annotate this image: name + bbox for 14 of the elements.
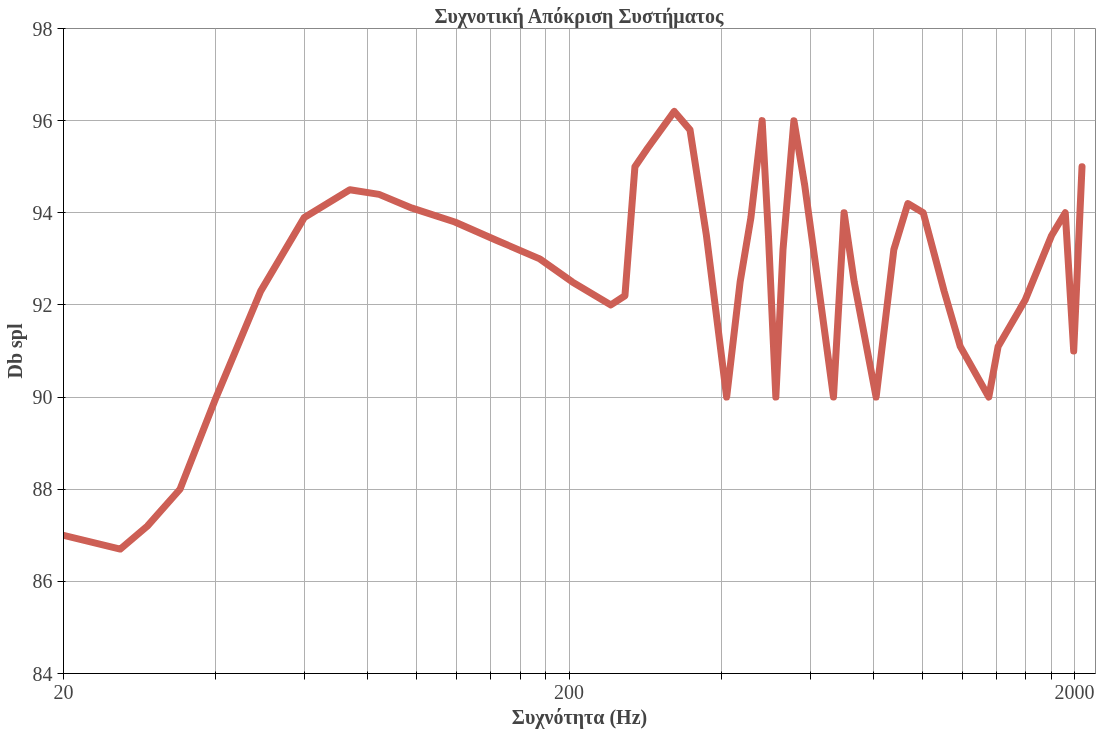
x-tick-label: 2000 [1054,680,1095,703]
y-axis-title: Db spl [3,323,27,379]
y-tick-label: 98 [32,17,53,40]
y-tick-label: 96 [32,109,53,132]
y-tick-label: 86 [32,570,53,593]
y-tick-label: 92 [32,293,53,316]
y-tick-label: 88 [32,478,53,501]
chart-title: Συχνοτική Απόκριση Συστήματος [434,4,725,28]
x-axis-title: Συχνότητα (Hz) [511,705,648,729]
y-tick-label: 94 [32,201,53,224]
x-tick-label: 200 [554,680,585,703]
y-tick-label: 90 [32,386,53,409]
x-tick-label: 20 [53,680,74,703]
y-tick-label: 84 [32,662,53,685]
